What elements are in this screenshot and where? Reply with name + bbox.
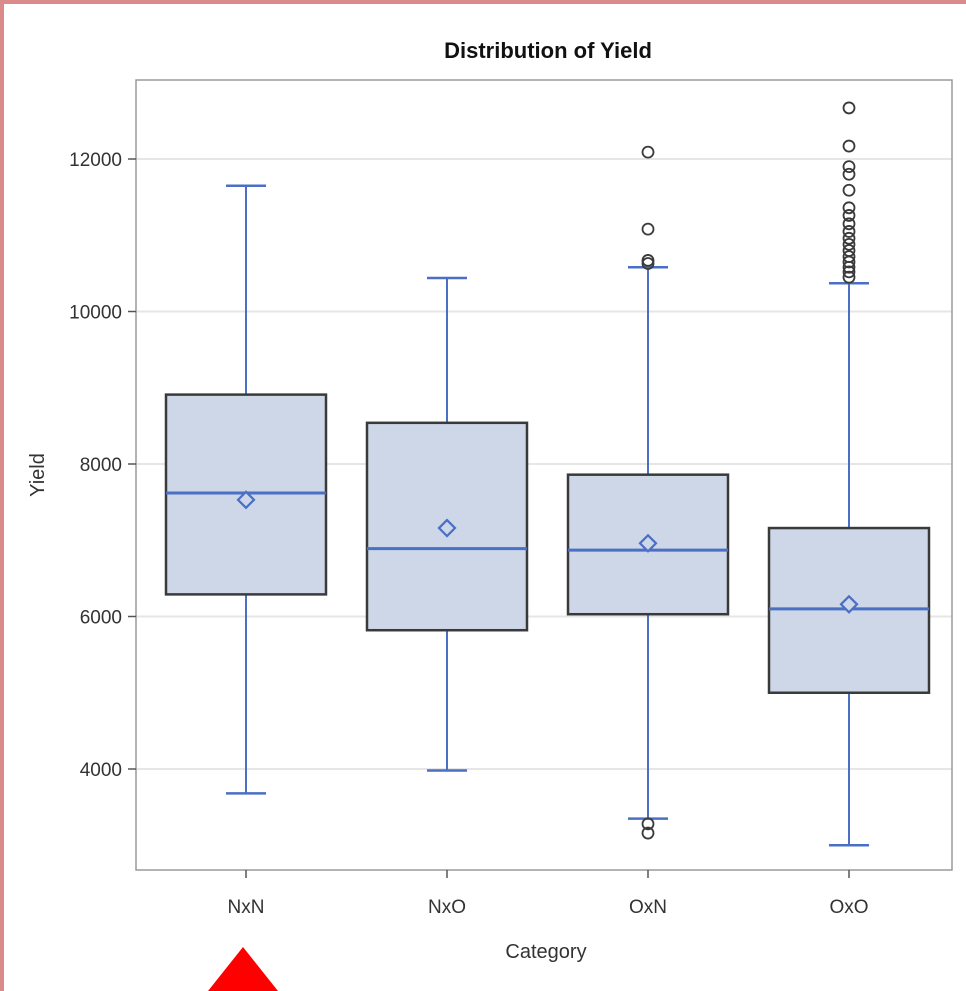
outlier-point [641, 826, 655, 840]
outlier-point [842, 183, 856, 197]
x-tick-label: OxO [829, 897, 868, 918]
y-tick-label: 8000 [80, 455, 122, 476]
outlier-point [842, 225, 856, 238]
outlier-point [842, 160, 856, 174]
x-tick-label: OxN [629, 897, 667, 918]
outlier-point [641, 817, 655, 831]
y-tick-label: 6000 [80, 608, 122, 629]
outlier-point [842, 201, 856, 215]
outlier-point [842, 101, 856, 115]
outlier-point [842, 231, 856, 245]
outlier-point [641, 145, 655, 159]
y-tick-label: 12000 [69, 150, 122, 171]
mean-marker [236, 490, 256, 510]
outlier-point [842, 270, 856, 284]
outlier-point [842, 167, 856, 181]
x-axis: NxN NxO OxN OxO [228, 870, 869, 918]
outlier-point [842, 237, 856, 251]
boxes [164, 101, 931, 847]
outlier-point [842, 209, 856, 222]
outlier-point [842, 250, 856, 264]
x-tick-label: NxO [428, 897, 466, 918]
box-group-OxN [566, 145, 730, 840]
outlier-point [842, 139, 856, 153]
mean-marker [638, 533, 658, 553]
outlier-point [641, 222, 655, 236]
outlier-point [842, 265, 856, 279]
box-group-NxN [164, 184, 328, 795]
box-group-OxO [767, 101, 931, 847]
outlier-point [842, 217, 856, 231]
red-triangle-marker [208, 947, 278, 991]
y-axis-label: Yield [27, 453, 49, 497]
y-axis: 4000 6000 8000 10000 12000 [69, 150, 136, 781]
mean-marker [437, 518, 457, 538]
outlier-point [641, 254, 655, 267]
box-group-NxO [365, 276, 529, 772]
chart-title: Distribution of Yield [444, 38, 652, 63]
mean-marker [839, 594, 859, 614]
outlier-point [842, 244, 856, 257]
y-tick-label: 10000 [69, 303, 122, 324]
y-tick-label: 4000 [80, 760, 122, 781]
x-tick-label: NxN [228, 897, 265, 918]
plot-frame [135, 79, 953, 871]
x-axis-label: Category [505, 941, 586, 963]
